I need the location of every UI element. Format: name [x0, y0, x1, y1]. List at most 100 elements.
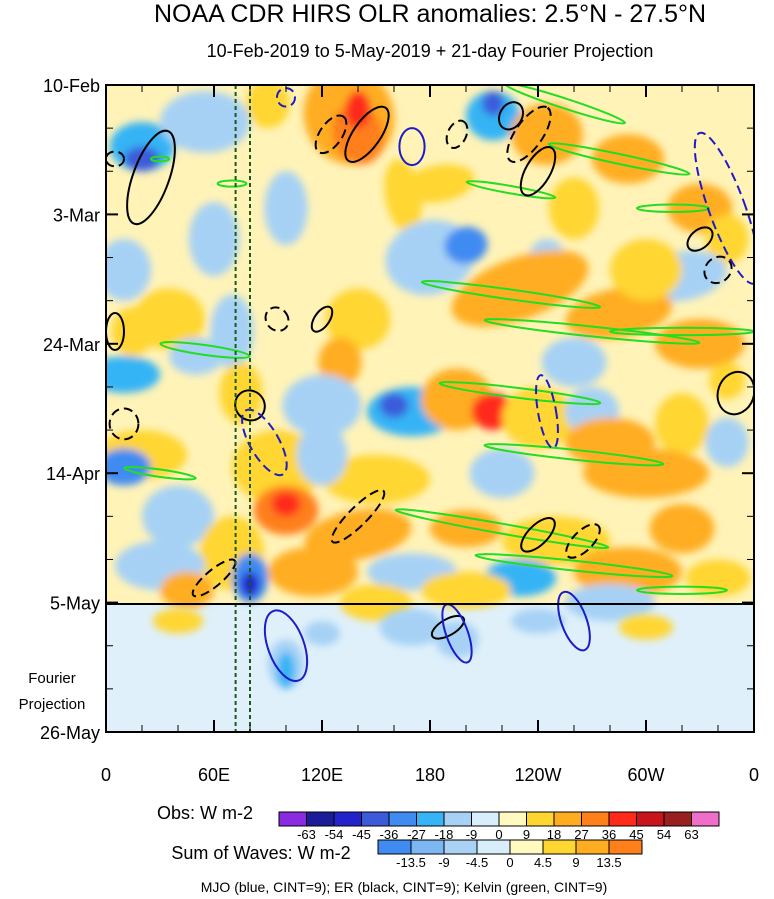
anomaly-patch	[345, 91, 371, 129]
plot-area	[106, 85, 754, 732]
y-tick-label: 24-Mar	[43, 335, 100, 355]
obs-colorbar-swatch	[691, 811, 720, 827]
obs-colorbar-label: -18	[435, 827, 454, 842]
waves-colorbar-label: -4.5	[466, 855, 488, 870]
footer-legend: MJO (blue, CINT=9); ER (black, CINT=9); …	[201, 879, 608, 895]
anomaly-patch	[379, 393, 409, 418]
obs-colorbar-label: 63	[684, 827, 698, 842]
er-contour	[264, 306, 290, 332]
er-contour	[344, 105, 390, 163]
obs-colorbar-label: 45	[629, 827, 643, 842]
obs-colorbar-swatch	[663, 811, 692, 827]
anomaly-patch	[304, 508, 412, 561]
y-axis: 10-Feb 3-Mar 24-Mar 14-Apr 5-May 26-May	[40, 76, 754, 743]
obs-colorbar-label: 54	[657, 827, 671, 842]
obs-colorbar-label: 9	[523, 827, 530, 842]
er-contour	[519, 146, 557, 197]
anomaly-patch	[685, 559, 751, 597]
waves-colorbar-swatch	[575, 839, 610, 855]
obs-colorbar-swatch	[608, 811, 637, 827]
kelvin-contour	[504, 85, 626, 125]
projection-patch	[619, 614, 673, 640]
kelvin-contour	[547, 142, 691, 176]
obs-colorbar-label: -63	[297, 827, 316, 842]
kelvin-contour	[150, 155, 170, 163]
anomaly-patch	[403, 164, 475, 203]
waves-colorbar-swatch	[542, 839, 577, 855]
er-contour	[310, 305, 334, 333]
anomaly-patch	[592, 134, 664, 184]
anomaly-patch	[583, 448, 709, 498]
kelvin-contour	[216, 179, 248, 188]
anomaly-patch	[705, 417, 749, 468]
anomaly-field	[106, 85, 751, 622]
anomaly-patch	[610, 239, 682, 301]
obs-colorbar-label: 0	[495, 827, 502, 842]
chart-subtitle: 10-Feb-2019 to 5-May-2019 + 21-day Fouri…	[207, 41, 654, 61]
obs-colorbar-label: -45	[352, 827, 371, 842]
kelvin-contours	[123, 85, 754, 595]
anomaly-patch	[322, 454, 430, 505]
waves-colorbar-label: 0	[506, 855, 513, 870]
anomaly-patch	[444, 226, 488, 264]
anomaly-patch	[296, 423, 348, 486]
x-tick-label: 0	[101, 765, 111, 785]
obs-colorbar-swatch	[306, 811, 335, 827]
obs-colorbar-swatch	[278, 811, 307, 827]
obs-colorbar-swatch	[498, 811, 527, 827]
anomaly-patch	[142, 485, 214, 548]
kelvin-contour	[394, 508, 610, 550]
anomaly-patch	[282, 374, 362, 437]
anomaly-patch	[430, 510, 502, 548]
anomaly-patch	[325, 288, 391, 350]
waves-colorbar-swatch	[377, 839, 412, 855]
er-contour	[445, 119, 469, 149]
obs-colorbar-label: -9	[466, 827, 478, 842]
waves-colorbar-swatch	[443, 839, 478, 855]
er-contour	[716, 370, 754, 416]
projection-label-line1: Fourier	[28, 670, 76, 687]
anomaly-patch	[264, 171, 308, 246]
obs-colorbar: -63 -54 -45 -36 -27 -18 -9 0 9 18 27 36 45 54 63	[278, 811, 720, 842]
waves-colorbar-swatch	[608, 839, 643, 855]
x-tick-label: 60E	[198, 765, 230, 785]
anomaly-patch	[511, 103, 583, 166]
kelvin-contour	[465, 180, 557, 200]
obs-colorbar-label: -27	[407, 827, 426, 842]
kelvin-contour	[483, 318, 701, 345]
x-tick-label: 180	[415, 765, 445, 785]
mjo-contour	[263, 609, 309, 683]
kelvin-contour	[438, 381, 602, 406]
obs-colorbar-label: -36	[380, 827, 399, 842]
x-axis: 0 60E 120E 180 120W 60W 0	[101, 85, 759, 785]
waves-colorbar-label: -13.5	[396, 855, 426, 870]
mjo-contour	[398, 127, 426, 167]
anomaly-patch	[188, 202, 240, 277]
er-contour	[686, 226, 714, 252]
obs-colorbar-swatch	[443, 811, 472, 827]
kelvin-contour	[420, 280, 602, 309]
obs-colorbar-swatch	[526, 811, 555, 827]
er-contour	[330, 489, 386, 544]
anomaly-patch	[451, 250, 589, 327]
waves-colorbar-swatch	[410, 839, 445, 855]
projection-anomaly-field	[152, 608, 673, 689]
y-tick-label: 5-May	[50, 594, 100, 614]
y-tick-label: 26-May	[40, 723, 100, 743]
er-contour	[108, 407, 140, 441]
y-tick-label: 14-Apr	[46, 464, 100, 484]
mjo-contour	[241, 408, 288, 477]
kelvin-contour	[123, 465, 197, 481]
projection-patch	[304, 621, 340, 646]
er-contour	[314, 114, 348, 155]
anomaly-patch	[106, 356, 160, 394]
anomaly-patch	[705, 214, 749, 264]
kelvin-contour	[474, 553, 674, 579]
x-tick-label: 60W	[627, 765, 664, 785]
anomaly-patch	[106, 239, 151, 301]
anomaly-patch	[246, 85, 290, 129]
x-tick-label: 120W	[514, 765, 561, 785]
obs-colorbar-label: 36	[602, 827, 616, 842]
er-contour	[520, 517, 556, 553]
